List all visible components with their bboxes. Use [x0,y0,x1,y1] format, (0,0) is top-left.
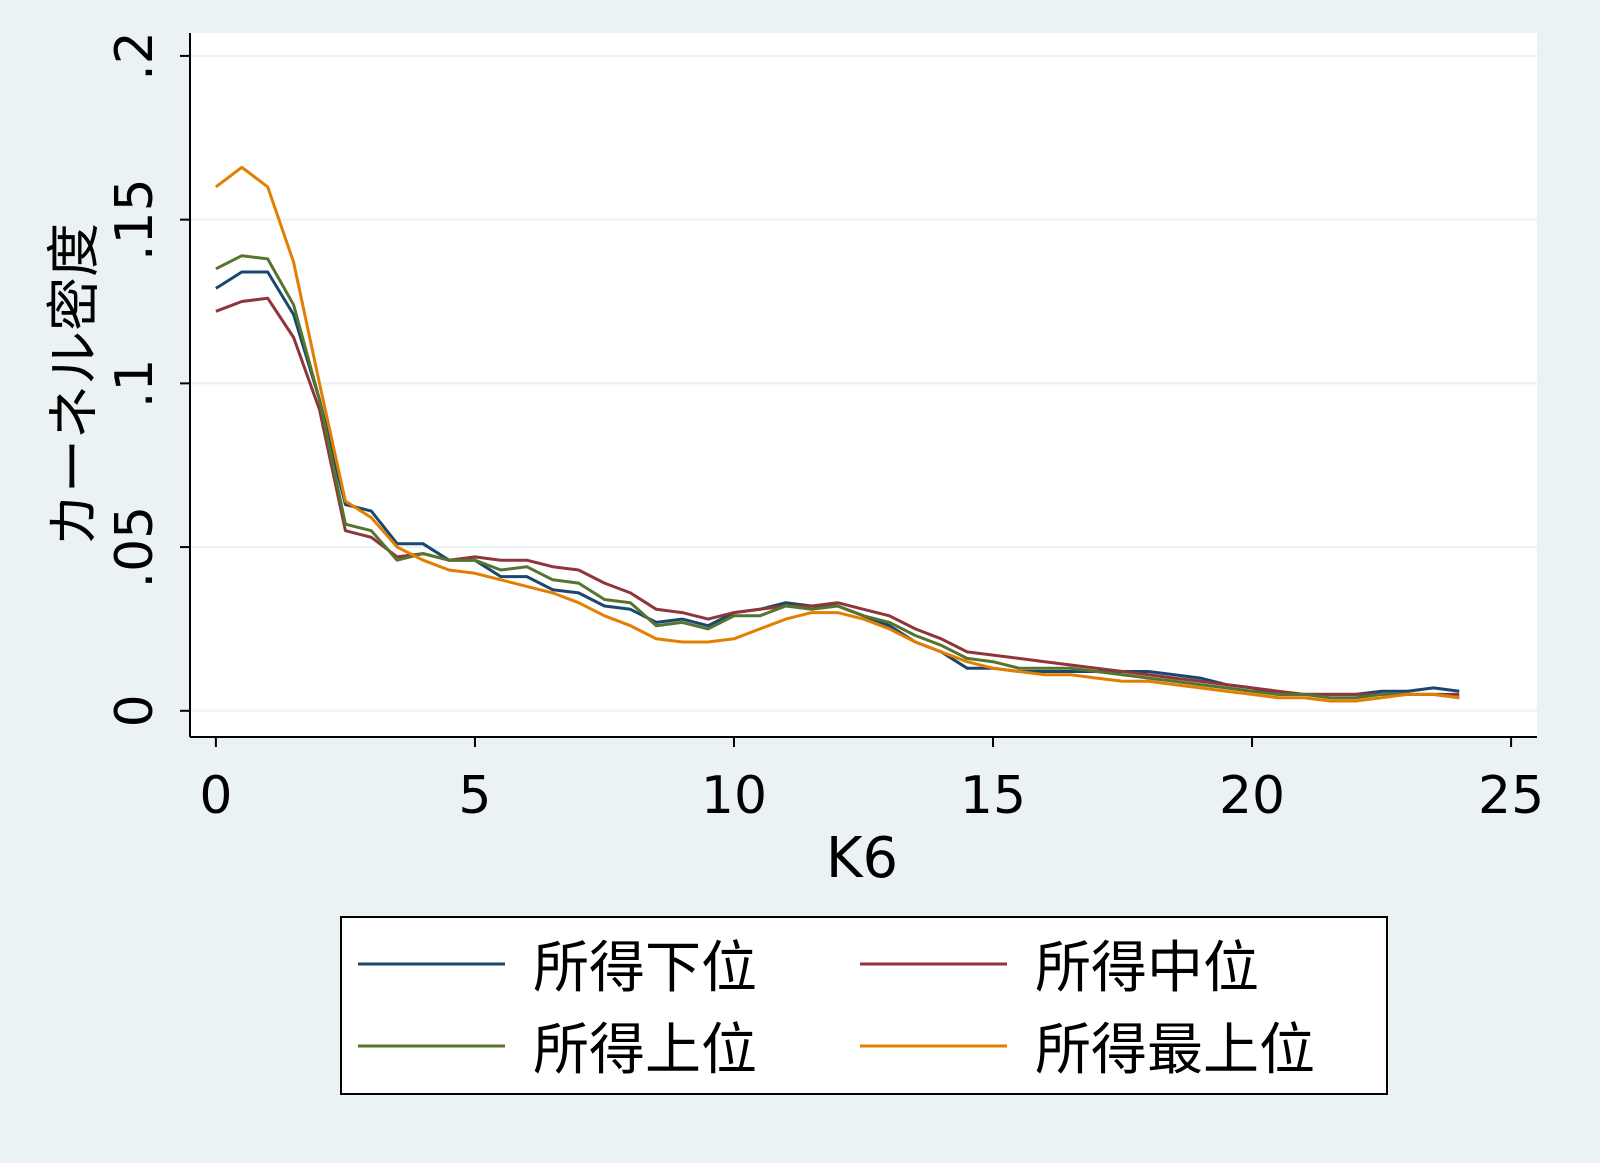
y-tick-label: .2 [105,31,165,81]
x-tick-label: 0 [199,766,232,826]
plot-area [190,33,1537,737]
y-tick-label: .05 [105,506,165,589]
legend-label: 所得下位 [533,936,757,1001]
y-axis-title: カーネル密度 [43,223,106,547]
legend-box [340,916,1388,1095]
series-line [214,165,1460,703]
legend-label: 所得最上位 [1035,1018,1315,1083]
y-tick-label: 0 [105,694,165,727]
x-tick-label: 25 [1478,766,1544,826]
x-axis-title: K6 [826,826,898,891]
legend-label: 所得上位 [533,1018,757,1083]
y-tick-label: .1 [105,359,165,409]
legend-label: 所得中位 [1035,936,1259,1001]
series-line [215,254,1460,700]
x-tick-label: 10 [701,766,767,826]
x-tick-label: 15 [960,766,1026,826]
y-tick-label: .15 [105,178,165,261]
x-tick-label: 5 [458,766,491,826]
x-tick-label: 20 [1219,766,1285,826]
